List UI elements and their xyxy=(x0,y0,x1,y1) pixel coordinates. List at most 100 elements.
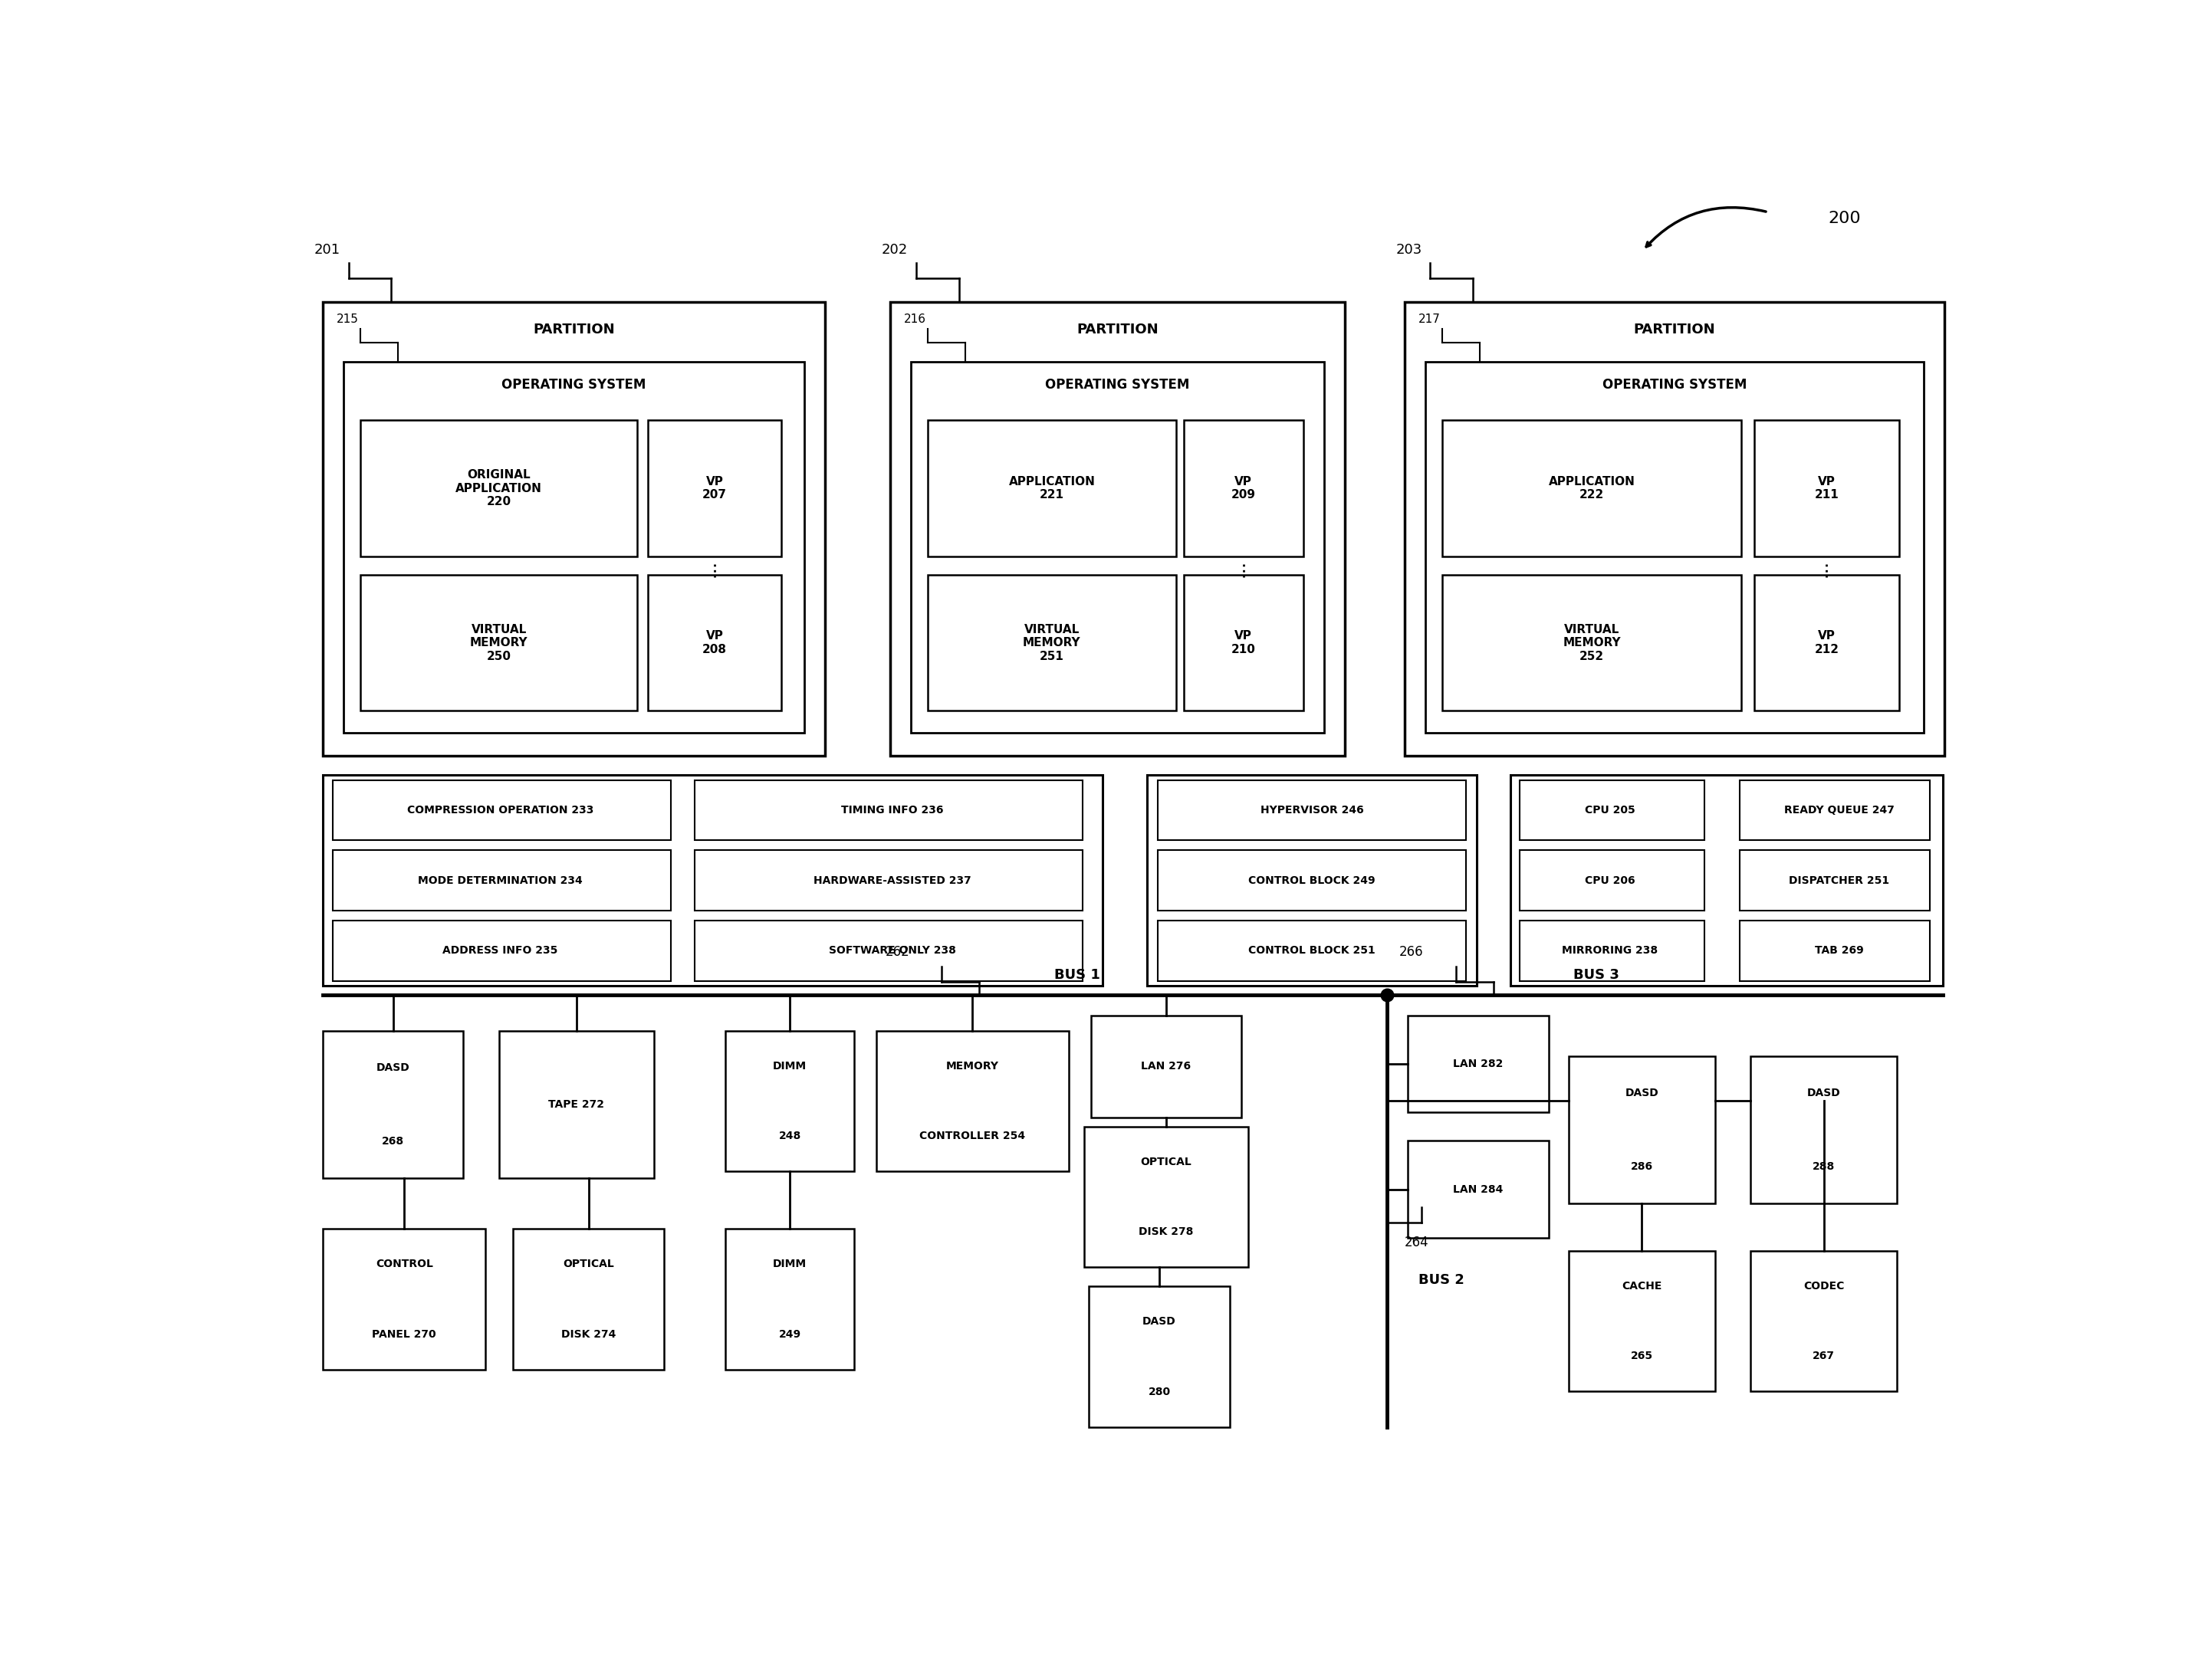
Text: TAPE 272: TAPE 272 xyxy=(549,1100,604,1110)
Text: SOFTWARE ONLY 238: SOFTWARE ONLY 238 xyxy=(830,945,956,957)
Bar xyxy=(1084,1126,1248,1267)
Bar xyxy=(334,850,670,910)
Text: DISPATCHER 251: DISPATCHER 251 xyxy=(1790,875,1889,885)
Bar xyxy=(1183,575,1303,711)
Bar xyxy=(929,420,1177,556)
Bar xyxy=(1568,1251,1714,1392)
Bar xyxy=(1409,1141,1548,1237)
Bar xyxy=(1511,774,1942,987)
Text: BUS 3: BUS 3 xyxy=(1573,968,1619,982)
Bar xyxy=(1409,1015,1548,1113)
Text: DIMM: DIMM xyxy=(772,1259,807,1269)
Text: 286: 286 xyxy=(1630,1161,1652,1173)
Text: BUS 1: BUS 1 xyxy=(1055,968,1099,982)
Text: BUS 2: BUS 2 xyxy=(1418,1272,1464,1287)
Text: 215: 215 xyxy=(336,314,358,324)
Text: TAB 269: TAB 269 xyxy=(1814,945,1863,957)
Bar xyxy=(323,1030,462,1178)
Text: VIRTUAL
MEMORY
250: VIRTUAL MEMORY 250 xyxy=(469,625,529,661)
Bar xyxy=(911,362,1325,733)
Bar xyxy=(323,302,825,756)
Text: OPTICAL: OPTICAL xyxy=(1141,1156,1192,1168)
Text: 265: 265 xyxy=(1630,1350,1652,1362)
Text: 268: 268 xyxy=(383,1136,405,1146)
Text: DISK 274: DISK 274 xyxy=(562,1329,615,1340)
Bar xyxy=(1157,850,1467,910)
Text: VIRTUAL
MEMORY
252: VIRTUAL MEMORY 252 xyxy=(1564,625,1621,661)
Bar xyxy=(876,1030,1068,1171)
Bar xyxy=(648,575,781,711)
Text: CONTROLLER 254: CONTROLLER 254 xyxy=(920,1131,1026,1141)
Text: COMPRESSION OPERATION 233: COMPRESSION OPERATION 233 xyxy=(407,804,593,816)
Text: 202: 202 xyxy=(883,243,907,257)
Bar xyxy=(1148,774,1478,987)
Text: VP
209: VP 209 xyxy=(1232,475,1256,500)
Bar xyxy=(1520,850,1705,910)
Text: OPERATING SYSTEM: OPERATING SYSTEM xyxy=(1044,377,1190,392)
Bar xyxy=(1741,850,1929,910)
Text: CODEC: CODEC xyxy=(1803,1281,1845,1291)
Bar xyxy=(929,575,1177,711)
Text: HARDWARE-ASSISTED 237: HARDWARE-ASSISTED 237 xyxy=(814,875,971,885)
Bar xyxy=(361,575,637,711)
Text: 262: 262 xyxy=(885,945,909,958)
Text: 266: 266 xyxy=(1400,945,1425,958)
Bar xyxy=(695,781,1084,840)
Text: READY QUEUE 247: READY QUEUE 247 xyxy=(1783,804,1893,816)
Text: 203: 203 xyxy=(1396,243,1422,257)
Text: 267: 267 xyxy=(1812,1350,1834,1362)
Bar xyxy=(726,1030,854,1171)
Text: 280: 280 xyxy=(1148,1387,1170,1397)
Text: CPU 205: CPU 205 xyxy=(1586,804,1635,816)
Bar xyxy=(513,1229,664,1370)
Text: PARTITION: PARTITION xyxy=(533,322,615,337)
Text: VP
210: VP 210 xyxy=(1232,631,1256,654)
Bar xyxy=(1442,575,1741,711)
Bar xyxy=(1741,781,1929,840)
Bar xyxy=(1568,1056,1714,1203)
Bar xyxy=(1752,1251,1896,1392)
Text: DASD: DASD xyxy=(1144,1316,1177,1327)
Bar xyxy=(695,850,1084,910)
Bar xyxy=(1157,920,1467,980)
Bar xyxy=(1741,920,1929,980)
Bar xyxy=(1754,420,1898,556)
Text: OPERATING SYSTEM: OPERATING SYSTEM xyxy=(502,377,646,392)
Text: CONTROL BLOCK 251: CONTROL BLOCK 251 xyxy=(1248,945,1376,957)
Bar xyxy=(1183,420,1303,556)
Text: VP
208: VP 208 xyxy=(703,631,728,654)
Bar xyxy=(648,420,781,556)
Text: ORIGINAL
APPLICATION
220: ORIGINAL APPLICATION 220 xyxy=(456,468,542,507)
Text: ADDRESS INFO 235: ADDRESS INFO 235 xyxy=(442,945,557,957)
Text: DIMM: DIMM xyxy=(772,1060,807,1071)
Text: DASD: DASD xyxy=(1626,1088,1659,1098)
Text: PANEL 270: PANEL 270 xyxy=(372,1329,436,1340)
Text: PARTITION: PARTITION xyxy=(1077,322,1159,337)
Bar xyxy=(1405,302,1944,756)
Text: LAN 282: LAN 282 xyxy=(1453,1058,1504,1070)
Text: PARTITION: PARTITION xyxy=(1635,322,1714,337)
Text: 264: 264 xyxy=(1405,1236,1429,1249)
Bar xyxy=(334,920,670,980)
Bar xyxy=(1091,1015,1241,1118)
Bar xyxy=(1520,920,1705,980)
Bar xyxy=(361,420,637,556)
Text: VP
212: VP 212 xyxy=(1814,631,1838,654)
Bar xyxy=(500,1030,655,1178)
Text: 288: 288 xyxy=(1812,1161,1836,1173)
Bar xyxy=(695,920,1084,980)
Bar xyxy=(1752,1056,1896,1203)
Bar xyxy=(343,362,805,733)
Bar xyxy=(1157,781,1467,840)
Text: 200: 200 xyxy=(1827,211,1860,226)
Text: CPU 206: CPU 206 xyxy=(1586,875,1635,885)
Text: APPLICATION
222: APPLICATION 222 xyxy=(1548,475,1635,500)
Bar xyxy=(1754,575,1898,711)
Text: DASD: DASD xyxy=(1807,1088,1840,1098)
Text: DASD: DASD xyxy=(376,1061,409,1073)
Text: 217: 217 xyxy=(1418,314,1440,324)
Text: MEMORY: MEMORY xyxy=(947,1060,1000,1071)
Text: TIMING INFO 236: TIMING INFO 236 xyxy=(841,804,942,816)
Text: VP
211: VP 211 xyxy=(1814,475,1838,500)
Text: VIRTUAL
MEMORY
251: VIRTUAL MEMORY 251 xyxy=(1022,625,1082,661)
